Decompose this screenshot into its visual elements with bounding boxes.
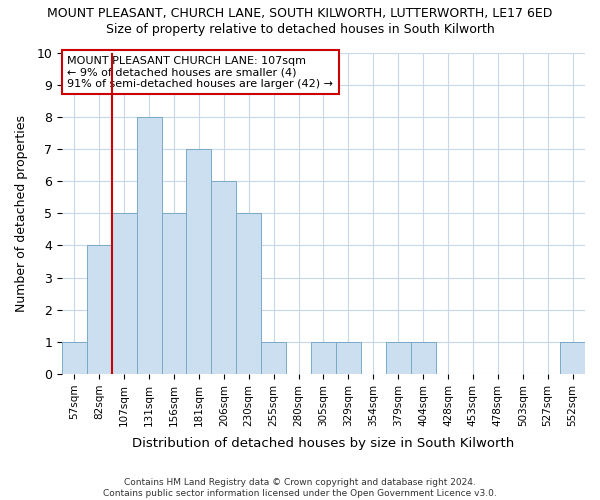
Text: Size of property relative to detached houses in South Kilworth: Size of property relative to detached ho… [106,22,494,36]
Bar [211,181,236,374]
Bar [261,342,286,374]
Bar [311,342,336,374]
Bar [560,342,585,374]
Text: MOUNT PLEASANT, CHURCH LANE, SOUTH KILWORTH, LUTTERWORTH, LE17 6ED: MOUNT PLEASANT, CHURCH LANE, SOUTH KILWO… [47,8,553,20]
Bar [236,214,261,374]
Bar [112,214,137,374]
Text: Contains HM Land Registry data © Crown copyright and database right 2024.
Contai: Contains HM Land Registry data © Crown c… [103,478,497,498]
Bar [410,342,436,374]
Bar [336,342,361,374]
Bar [62,342,87,374]
Text: MOUNT PLEASANT CHURCH LANE: 107sqm
← 9% of detached houses are smaller (4)
91% o: MOUNT PLEASANT CHURCH LANE: 107sqm ← 9% … [67,56,333,89]
Bar [386,342,410,374]
Bar [187,149,211,374]
Bar [161,214,187,374]
Y-axis label: Number of detached properties: Number of detached properties [15,115,28,312]
X-axis label: Distribution of detached houses by size in South Kilworth: Distribution of detached houses by size … [133,437,515,450]
Bar [137,117,161,374]
Bar [87,246,112,374]
